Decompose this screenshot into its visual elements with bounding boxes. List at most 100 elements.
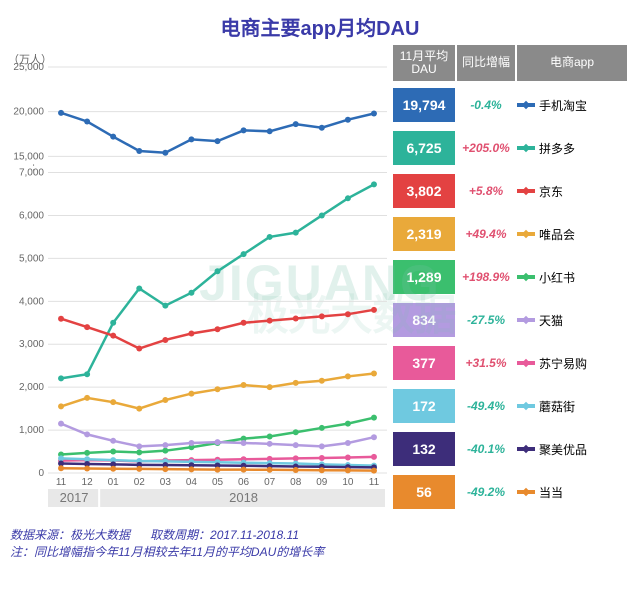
svg-text:04: 04 (186, 477, 198, 488)
fn-source: 数据来源：极光大数据 (10, 528, 130, 542)
legend-item: 京东 (517, 183, 627, 200)
legend-item: 唯品会 (517, 226, 627, 243)
svg-text:7,000: 7,000 (19, 168, 44, 179)
svg-text:09: 09 (316, 477, 328, 488)
dau-value: 377 (393, 346, 455, 380)
legend-item: 聚美优品 (517, 441, 627, 458)
svg-text:01: 01 (108, 477, 120, 488)
legend-line-icon (517, 275, 535, 279)
app-name: 聚美优品 (539, 441, 587, 458)
footnotes: 数据来源：极光大数据 取数周期：2017.11-2018.11 注：同比增幅指今… (0, 520, 640, 562)
svg-text:07: 07 (264, 477, 276, 488)
svg-text:11: 11 (369, 477, 380, 488)
legend-item: 天猫 (517, 312, 627, 329)
pct-value: +49.4% (457, 227, 515, 241)
app-name: 小红书 (539, 269, 575, 286)
svg-text:20,000: 20,000 (13, 107, 44, 118)
svg-text:3,000: 3,000 (19, 339, 44, 350)
svg-text:0: 0 (38, 468, 44, 479)
svg-text:2,000: 2,000 (19, 382, 44, 393)
line-chart: 15,00020,00025,000:01,0002,0003,0004,000… (6, 45, 391, 515)
legend-item: 当当 (517, 484, 627, 501)
pct-value: +205.0% (457, 141, 515, 155)
legend-line-icon (517, 361, 535, 365)
legend-line-icon (517, 146, 535, 150)
svg-text:15,000: 15,000 (13, 151, 44, 162)
dau-value: 2,319 (393, 217, 455, 251)
legend-item: 手机淘宝 (517, 97, 627, 114)
table-row: 1,289+198.9% 小红书 (393, 257, 634, 297)
table-row: 377+31.5% 苏宁易购 (393, 343, 634, 383)
svg-text:5,000: 5,000 (19, 253, 44, 264)
app-name: 唯品会 (539, 226, 575, 243)
table-row: 19,794-0.4% 手机淘宝 (393, 85, 634, 125)
svg-text:02: 02 (134, 477, 146, 488)
pct-value: -27.5% (457, 313, 515, 327)
table-row: 3,802+5.8% 京东 (393, 171, 634, 211)
app-name: 天猫 (539, 312, 563, 329)
legend-item: 拼多多 (517, 140, 627, 157)
legend-line-icon (517, 232, 535, 236)
fn-period: 取数周期：2017.11-2018.11 (150, 528, 299, 542)
table-row: 56-49.2% 当当 (393, 472, 634, 512)
svg-text:11: 11 (56, 477, 67, 488)
hdr-dau: 11月平均DAU (393, 45, 455, 81)
chart-title: 电商主要app月均DAU (0, 0, 640, 45)
pct-value: +31.5% (457, 356, 515, 370)
legend-line-icon (517, 103, 535, 107)
legend-line-icon (517, 447, 535, 451)
app-name: 苏宁易购 (539, 355, 587, 372)
chart-area: （万人） 15,00020,00025,000:01,0002,0003,000… (6, 45, 391, 520)
svg-text:1,000: 1,000 (19, 425, 44, 436)
svg-text:6,000: 6,000 (19, 210, 44, 221)
svg-text:12: 12 (82, 477, 94, 488)
table-headers: 11月平均DAU 同比增幅 电商app (393, 45, 634, 81)
table-row: 172-49.4% 蘑菇街 (393, 386, 634, 426)
pct-value: -40.1% (457, 442, 515, 456)
dau-value: 56 (393, 475, 455, 509)
dau-value: 3,802 (393, 174, 455, 208)
svg-text:2017: 2017 (60, 490, 89, 505)
legend-item: 小红书 (517, 269, 627, 286)
svg-text:2018: 2018 (229, 490, 258, 505)
app-name: 京东 (539, 183, 563, 200)
legend-line-icon (517, 318, 535, 322)
dau-value: 19,794 (393, 88, 455, 122)
svg-text:08: 08 (290, 477, 302, 488)
app-name: 拼多多 (539, 140, 575, 157)
legend-line-icon (517, 189, 535, 193)
svg-text:06: 06 (238, 477, 250, 488)
table-row: 132-40.1% 聚美优品 (393, 429, 634, 469)
app-name: 当当 (539, 484, 563, 501)
app-name: 手机淘宝 (539, 97, 587, 114)
table-row: 6,725+205.0% 拼多多 (393, 128, 634, 168)
svg-text:4,000: 4,000 (19, 296, 44, 307)
right-panel: 11月平均DAU 同比增幅 电商app 19,794-0.4% 手机淘宝 6,725… (391, 45, 634, 520)
dau-value: 172 (393, 389, 455, 423)
legend-line-icon (517, 404, 535, 408)
table-row: 834-27.5% 天猫 (393, 300, 634, 340)
table-rows: 19,794-0.4% 手机淘宝 6,725+205.0% 拼多多 3,802+5.8%… (393, 85, 634, 512)
pct-value: -0.4% (457, 98, 515, 112)
svg-text:05: 05 (212, 477, 224, 488)
pct-value: +198.9% (457, 270, 515, 284)
pct-value: -49.2% (457, 485, 515, 499)
fn-note: 注：同比增幅指今年11月相较去年11月的平均DAU的增长率 (10, 545, 324, 559)
dau-value: 132 (393, 432, 455, 466)
pct-value: -49.4% (457, 399, 515, 413)
legend-item: 蘑菇街 (517, 398, 627, 415)
y-unit-label: （万人） (8, 51, 52, 67)
hdr-pct: 同比增幅 (457, 45, 515, 81)
dau-value: 1,289 (393, 260, 455, 294)
dau-value: 6,725 (393, 131, 455, 165)
legend-item: 苏宁易购 (517, 355, 627, 372)
app-name: 蘑菇街 (539, 398, 575, 415)
table-row: 2,319+49.4% 唯品会 (393, 214, 634, 254)
dau-value: 834 (393, 303, 455, 337)
svg-text:03: 03 (160, 477, 172, 488)
pct-value: +5.8% (457, 184, 515, 198)
legend-line-icon (517, 490, 535, 494)
svg-text:10: 10 (342, 477, 354, 488)
hdr-app: 电商app (517, 45, 627, 81)
main-container: JIGUANG 极光大数据 （万人） 15,00020,00025,000:01… (0, 45, 640, 520)
